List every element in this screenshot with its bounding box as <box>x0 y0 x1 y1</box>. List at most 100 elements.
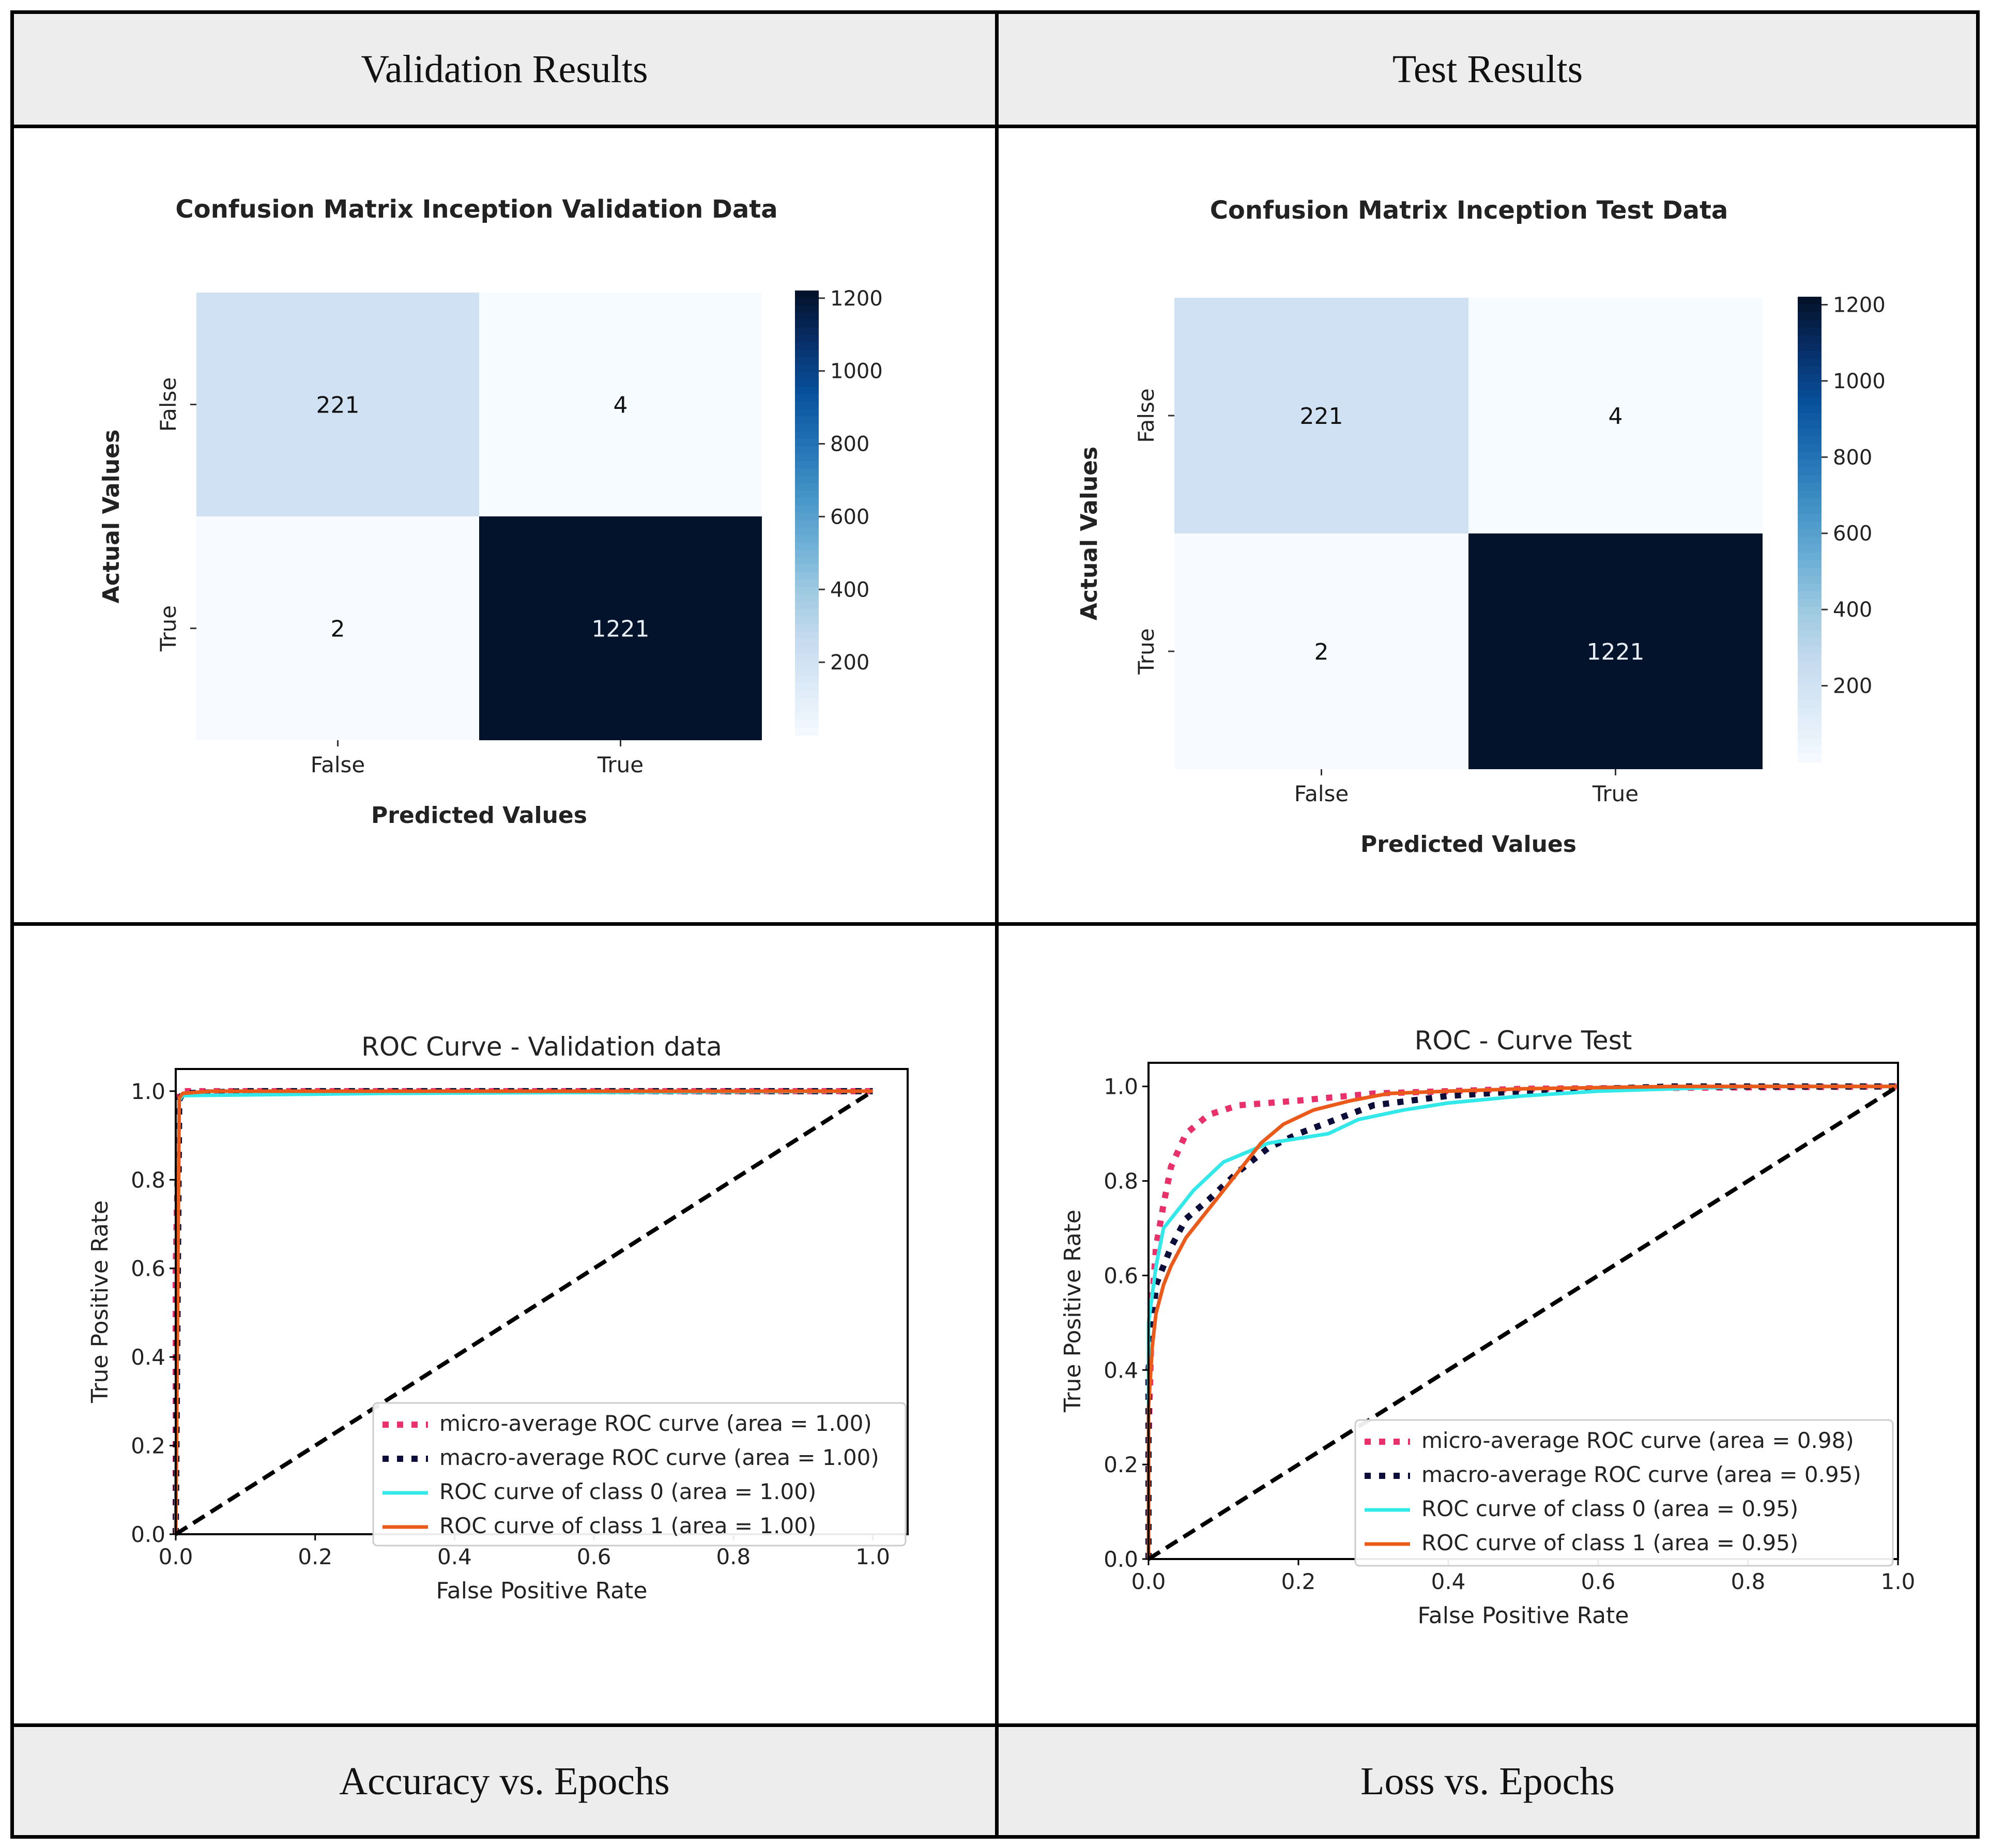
roc-series-line <box>1145 1083 1898 1559</box>
colorbar-segment <box>1798 351 1821 359</box>
colorbar-segment <box>1798 335 1821 344</box>
roc-title: ROC Curve - Validation data <box>361 1032 722 1062</box>
colorbar-segment <box>795 431 819 439</box>
colorbar-segment <box>795 520 819 528</box>
colorbar-segment <box>795 364 819 373</box>
legend-entry: macro-average ROC curve (area = 0.95) <box>1421 1462 1861 1487</box>
colorbar-segment <box>795 327 819 335</box>
x-tick-label: 0.6 <box>1581 1569 1616 1594</box>
cm-ylabel: Actual Values <box>1076 447 1103 620</box>
cm-test-chart: Confusion Matrix Inception Test Data 221 4… <box>1076 196 1886 858</box>
cm-test-panel: Confusion Matrix Inception Test Data 221 4… <box>999 128 1977 922</box>
colorbar-segment <box>795 409 819 417</box>
colorbar-tick-label: 200 <box>830 651 869 675</box>
colorbar-segment <box>795 727 819 736</box>
cm-cell-value: 2 <box>331 616 345 643</box>
colorbar-segment <box>1798 421 1821 429</box>
colorbar-tick-label: 400 <box>1833 598 1872 622</box>
x-tick-label: 0.4 <box>437 1544 472 1569</box>
colorbar-segment <box>795 535 819 543</box>
colorbar-segment <box>1798 599 1821 607</box>
colorbar-segment <box>1798 739 1821 747</box>
colorbar-segment <box>795 513 819 521</box>
colorbar-segment <box>1798 653 1821 662</box>
cm-cell-value: 2 <box>1314 639 1329 665</box>
cm-cell <box>196 293 479 516</box>
cm-cell <box>1468 298 1763 533</box>
colorbar-segment <box>1798 669 1821 677</box>
colorbar-segment <box>795 305 819 313</box>
colorbar-segment <box>1798 584 1821 592</box>
x-tick-label: 1.0 <box>855 1544 890 1569</box>
legend-entry: ROC curve of class 1 (area = 1.00) <box>439 1513 816 1538</box>
colorbar-segment <box>795 653 819 662</box>
colorbar-segment <box>795 683 819 691</box>
colorbar-segment <box>1798 491 1821 499</box>
colorbar-segment <box>1798 529 1821 538</box>
roc-series-line <box>1147 1085 1900 1561</box>
colorbar-segment <box>795 335 819 343</box>
y-tick-label: 0.8 <box>1104 1169 1138 1194</box>
roc-xlabel: False Positive Rate <box>1418 1602 1629 1629</box>
header-validation-results: Validation Results <box>13 13 996 125</box>
colorbar-segment <box>795 372 819 380</box>
colorbar-segment <box>1798 746 1821 755</box>
x-tick-label: 0.8 <box>1731 1569 1766 1594</box>
x-tick-label: False <box>311 752 365 777</box>
legend-entry: macro-average ROC curve (area = 1.00) <box>439 1445 879 1470</box>
footer-accuracy-epochs: Accuracy vs. Epochs <box>13 1728 996 1835</box>
colorbar-segment <box>795 394 819 402</box>
cm-validation-panel: Confusion Matrix Inception Validation Da… <box>13 128 996 922</box>
cm-xlabel: Predicted Values <box>371 802 587 829</box>
colorbar-segment <box>1798 545 1821 553</box>
colorbar-segment <box>1798 467 1821 476</box>
legend-entry: micro-average ROC curve (area = 0.98) <box>1421 1428 1854 1453</box>
legend-entry: ROC curve of class 1 (area = 0.95) <box>1421 1530 1798 1555</box>
grid-row-line-1 <box>10 125 1980 128</box>
y-tick-label: 1.0 <box>131 1079 165 1104</box>
colorbar-segment <box>1798 615 1821 623</box>
colorbar-segment <box>1798 413 1821 421</box>
colorbar-segment <box>795 542 819 551</box>
colorbar-segment <box>1798 677 1821 685</box>
y-tick-label: 0.2 <box>1104 1452 1138 1477</box>
colorbar-segment <box>795 609 819 617</box>
roc-validation-chart: ROC Curve - Validation data 0.0 0.2 0.4 0.6 0… <box>87 1032 909 1604</box>
roc-ylabel: True Positive Rate <box>87 1200 113 1403</box>
roc-series-line <box>1146 1085 1898 1559</box>
colorbar-segment <box>1798 452 1821 460</box>
colorbar-segment <box>795 387 819 395</box>
colorbar-segment <box>795 691 819 699</box>
roc-test-chart: ROC - Curve Test 0.0 0.2 0.4 0.6 0.8 1.0 0.0 0.2… <box>1060 1026 1916 1629</box>
colorbar-tick-label: 800 <box>830 433 869 456</box>
header-test-results: Test Results <box>999 13 1977 125</box>
colorbar-segment <box>1798 429 1821 437</box>
colorbar-segment <box>1798 498 1821 507</box>
x-tick-label: 0.8 <box>716 1544 751 1569</box>
colorbar-segment <box>1798 444 1821 452</box>
colorbar-segment <box>795 379 819 388</box>
colorbar-segment <box>1798 514 1821 522</box>
x-tick-label: 0.4 <box>1431 1569 1466 1594</box>
colorbar-segment <box>1798 328 1821 336</box>
colorbar-segment <box>795 564 819 573</box>
roc-validation-panel: ROC Curve - Validation data 0.0 0.2 0.4 0.6 0… <box>13 926 996 1723</box>
y-tick-label: False <box>1134 388 1159 442</box>
cm-cell <box>196 516 479 740</box>
colorbar-segment <box>1798 661 1821 669</box>
cm-title: Confusion Matrix Inception Validation Da… <box>175 195 777 224</box>
y-tick-label: True <box>156 605 181 652</box>
colorbar-segment <box>1798 522 1821 530</box>
colorbar-segment <box>1798 646 1821 654</box>
colorbar-segment <box>795 587 819 595</box>
cm-cell-value: 221 <box>316 392 360 419</box>
colorbar-segment <box>795 594 819 602</box>
cm-xlabel: Predicted Values <box>1360 831 1576 858</box>
x-tick-label: 1.0 <box>1881 1569 1916 1594</box>
colorbar-segment <box>795 491 819 499</box>
cm-cell-value: 4 <box>1609 403 1623 430</box>
roc-xlabel: False Positive Rate <box>436 1578 648 1604</box>
x-tick-label: 0.2 <box>298 1544 332 1569</box>
footer-loss-label: Loss vs. Epochs <box>1360 1759 1615 1803</box>
colorbar-segment <box>1798 622 1821 631</box>
